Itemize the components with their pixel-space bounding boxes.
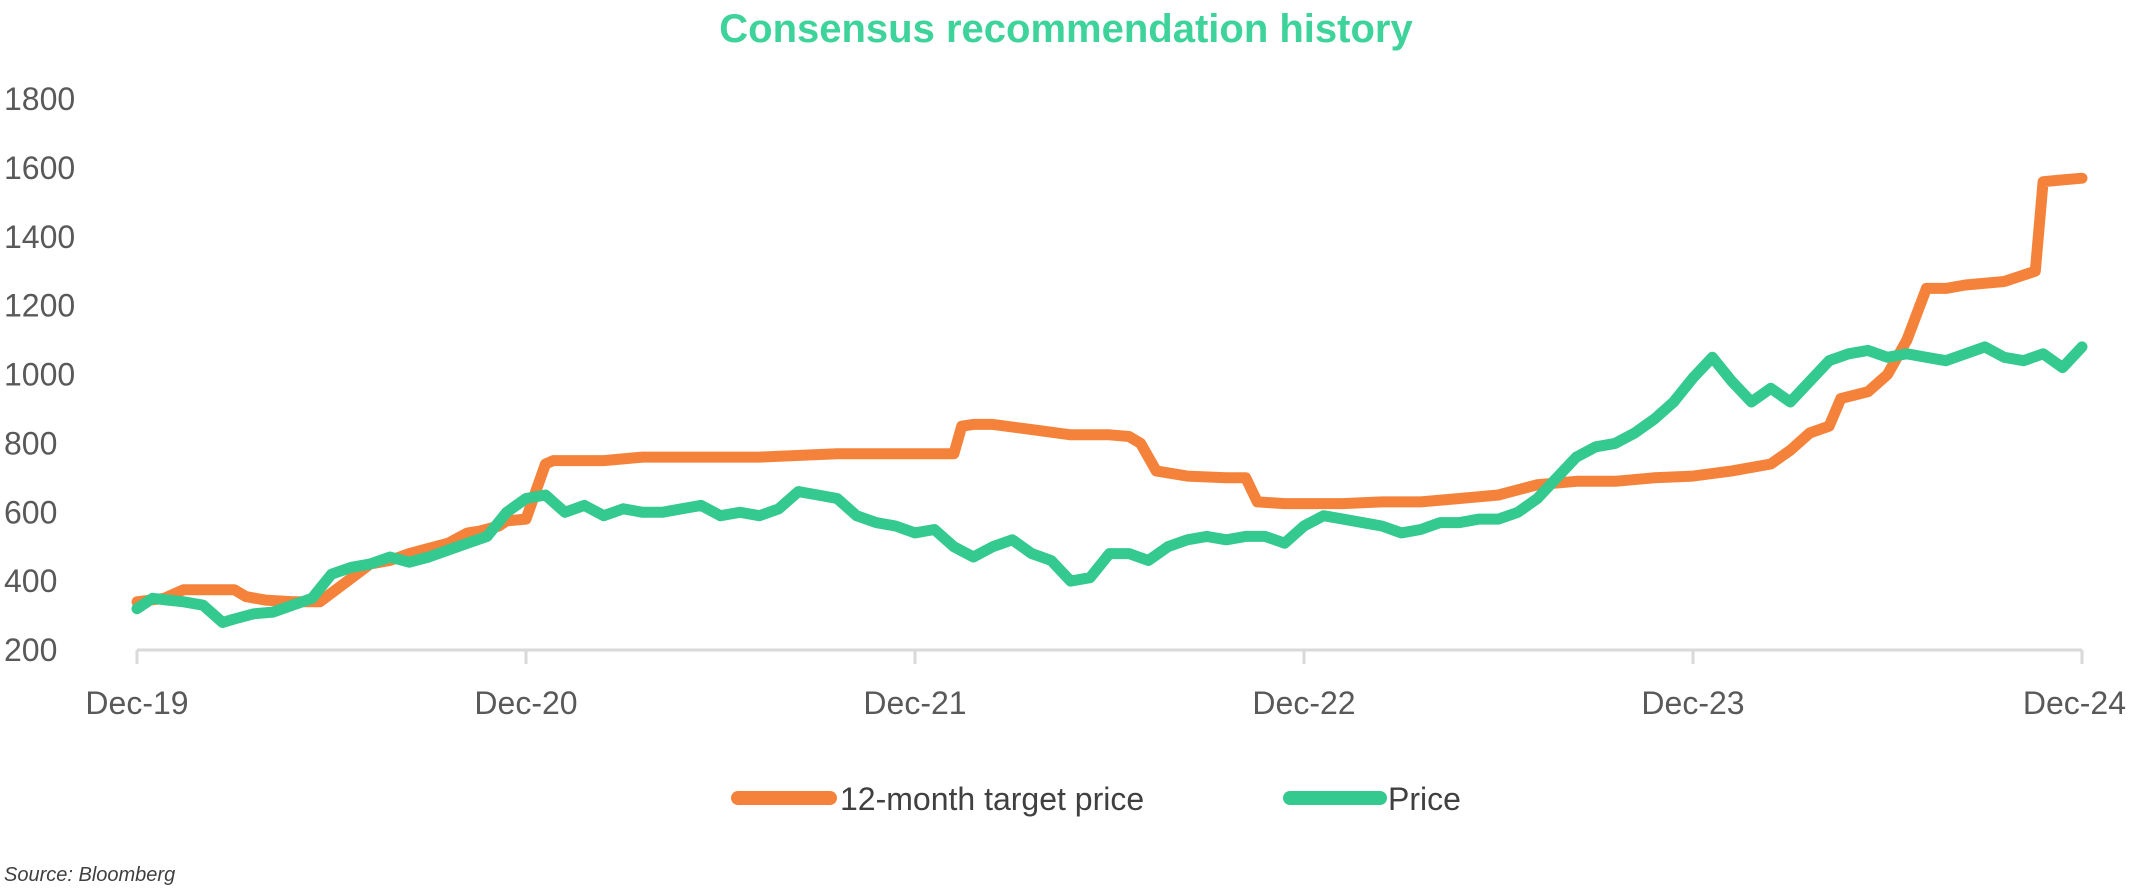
y-tick-label: 400: [4, 563, 57, 599]
series-line-price: [131, 341, 2088, 628]
y-tick-label: 1000: [4, 357, 75, 393]
y-tick-label: 1400: [4, 219, 75, 255]
x-axis: Dec-19 Dec-20 Dec-21 Dec-22 Dec-23 Dec-24: [85, 648, 2126, 721]
y-axis: 200 400 600 800 1000 1200 1400 1600 1800: [4, 81, 75, 668]
legend: 12-month target price Price: [731, 781, 1461, 817]
y-tick-label: 1200: [4, 288, 75, 324]
x-tick-label: Dec-22: [1252, 685, 1355, 721]
x-tick-label: Dec-24: [2023, 685, 2126, 721]
series-line-target-price: [131, 172, 2088, 608]
x-tick-label: Dec-23: [1641, 685, 1744, 721]
y-tick-label: 1600: [4, 150, 75, 186]
y-tick-label: 800: [4, 425, 57, 461]
y-tick-label: 600: [4, 494, 57, 530]
x-tick-label: Dec-21: [863, 685, 966, 721]
y-tick-label: 1800: [4, 81, 75, 117]
series-lines: [131, 172, 2088, 628]
chart-title: Consensus recommendation history: [719, 7, 1413, 51]
y-tick-label: 200: [4, 632, 57, 668]
source-note: Source: Bloomberg: [4, 864, 176, 886]
x-tick-label: Dec-20: [474, 685, 577, 721]
legend-label-price: Price: [1388, 781, 1461, 817]
x-tick-label: Dec-19: [85, 685, 188, 721]
legend-label-target-price: 12-month target price: [840, 781, 1144, 817]
